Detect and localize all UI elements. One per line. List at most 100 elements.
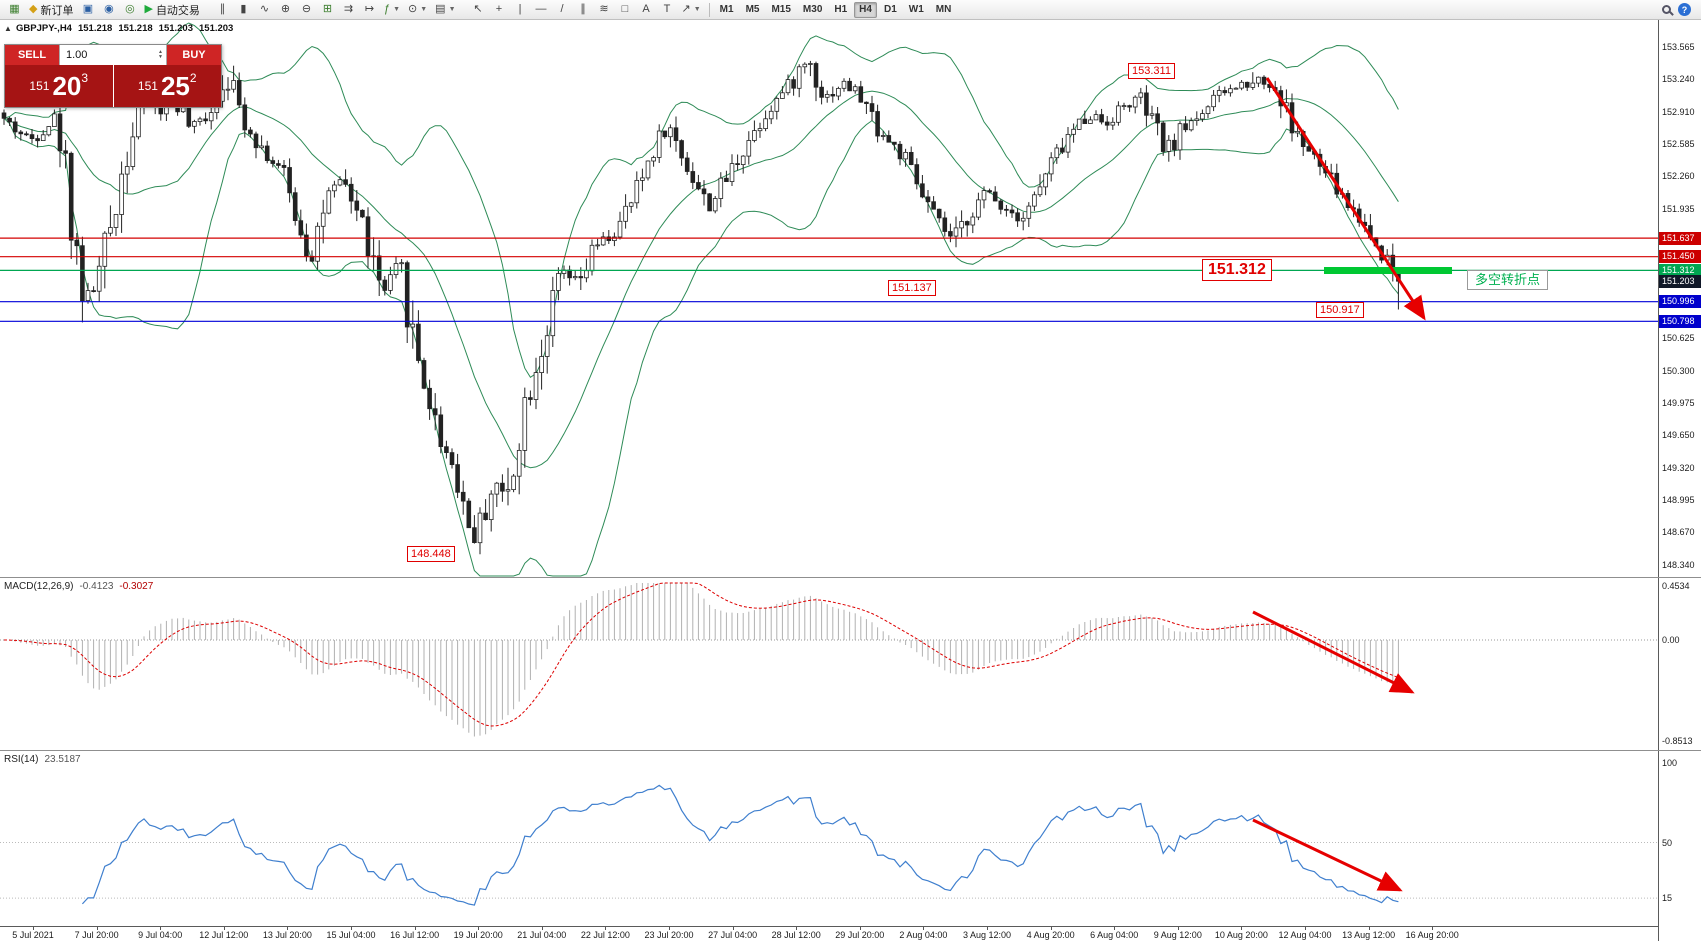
time-axis-label: 5 Jul 2021 — [12, 930, 54, 940]
trendline-icon[interactable]: / — [552, 1, 573, 18]
help-icon[interactable]: ? — [1678, 3, 1691, 16]
time-axis-label: 27 Jul 04:00 — [708, 930, 758, 940]
line-chart-icon[interactable]: ∿ — [254, 1, 275, 18]
shapes-icon[interactable]: □ — [615, 1, 636, 18]
chart-shift-icon[interactable]: ↦ — [359, 1, 380, 18]
period-M1-button[interactable]: M1 — [719, 4, 734, 15]
time-axis-label: 9 Aug 12:00 — [1153, 930, 1202, 940]
macd-axis-label: 0.4534 — [1662, 581, 1690, 592]
one-click-trading-toggle[interactable]: ▲ — [4, 24, 12, 33]
trendline-icon: / — [560, 3, 564, 15]
navigator-icon: ◎ — [125, 3, 135, 15]
macd-signal-line — [3, 582, 1399, 727]
time-axis-label: 12 Jul 12:00 — [199, 930, 249, 940]
sell-price-sup: 3 — [81, 71, 89, 85]
stepper-down-icon[interactable]: ▼ — [158, 54, 163, 60]
quote-open: 151.218 — [77, 23, 113, 34]
candlestick-chart-icon[interactable]: ▮ — [233, 1, 254, 18]
turning-point-bar[interactable] — [1324, 267, 1452, 274]
tile-windows-icon[interactable]: ⊞ — [317, 1, 338, 18]
bar-chart-icon[interactable]: ∥ — [212, 1, 233, 18]
search-icon[interactable] — [1662, 5, 1671, 14]
price-axis-label: 148.340 — [1662, 560, 1695, 570]
periods-icon[interactable]: ⊙ ▼ — [404, 1, 431, 18]
templates-icon[interactable]: ▤ ▼ — [431, 1, 459, 18]
rsi-value: 23.5187 — [44, 754, 81, 765]
price-label-low[interactable]: 150.917 — [1316, 302, 1364, 318]
navigator-icon[interactable]: ◎ — [119, 1, 140, 18]
arrows-icon[interactable]: ↗ ▼ — [678, 1, 705, 18]
period-H4-button[interactable]: H4 — [854, 1, 877, 18]
rsi-axis-label: 50 — [1662, 837, 1673, 848]
period-M30-button[interactable]: M30 — [802, 4, 823, 15]
price-axis-flag: 151.637 — [1659, 231, 1701, 245]
fibonacci-icon[interactable]: ≋ — [594, 1, 615, 18]
price-label-bottom[interactable]: 148.448 — [407, 546, 455, 562]
vertical-line-icon[interactable]: | — [510, 1, 531, 18]
time-axis-tick — [1177, 927, 1179, 930]
volume-stepper[interactable]: ▲ ▼ — [158, 50, 163, 60]
time-axis-label: 16 Aug 20:00 — [1405, 930, 1459, 940]
autotrading-button[interactable]: ▶ 自动交易 — [140, 1, 203, 18]
new-order-button[interactable]: ◆ 新订单 — [25, 1, 77, 18]
data-window-icon[interactable]: ◉ — [98, 1, 119, 18]
buy-price[interactable]: 151 25 2 — [113, 65, 221, 107]
crosshair-icon[interactable]: + — [489, 1, 510, 18]
price-axis-label: 148.670 — [1662, 527, 1695, 538]
text-label-icon[interactable]: T — [657, 1, 678, 18]
price-label-mid[interactable]: 151.137 — [888, 280, 936, 296]
time-axis-label: 19 Jul 20:00 — [453, 930, 503, 940]
volume-input[interactable]: 1.00 ▲ ▼ — [59, 45, 167, 65]
toolbar-separator — [708, 2, 710, 17]
text-icon[interactable]: A — [636, 1, 657, 18]
price-axis[interactable]: 153.565 153.240 152.910 152.585 152.260 151.9… — [1658, 20, 1701, 941]
horizontal-line-icon[interactable]: — — [531, 1, 552, 18]
chevron-down-icon: ▼ — [693, 6, 701, 13]
time-axis-label: 13 Aug 12:00 — [1342, 930, 1396, 940]
time-axis-tick — [351, 927, 352, 930]
turning-point-label[interactable]: 多空转折点 — [1467, 270, 1549, 290]
sell-price[interactable]: 151 20 3 — [5, 65, 113, 107]
time-axis-tick — [414, 927, 416, 930]
period-W1-button[interactable]: W1 — [908, 4, 924, 15]
tile-windows-icon: ⊞ — [322, 3, 333, 15]
new-chart-icon[interactable]: ▦ — [4, 1, 25, 18]
volume-value: 1.00 — [66, 49, 88, 61]
time-axis-label: 21 Jul 04:00 — [517, 930, 567, 940]
zoom-in-icon[interactable]: ⊕ — [275, 1, 296, 18]
zoom-out-icon[interactable]: ⊖ — [296, 1, 317, 18]
period-MN-button[interactable]: MN — [935, 4, 952, 15]
price-label-peak[interactable]: 153.311 — [1128, 63, 1175, 79]
time-axis-tick — [1050, 927, 1052, 930]
rsi-label: RSI(14) 23.5187 — [4, 754, 81, 765]
cursor-icon[interactable]: ↖ — [468, 1, 489, 18]
stepper-up-icon[interactable]: ▲ — [158, 49, 163, 55]
time-axis-tick — [478, 927, 480, 930]
period-M15-button[interactable]: M15 — [771, 4, 791, 15]
period-H1-button[interactable]: H1 — [834, 4, 848, 15]
buy-button[interactable]: BUY — [167, 45, 221, 65]
time-axis[interactable]: 5 Jul 2021 7 Jul 20:00 9 Jul 04:00 12 Jul 1… — [0, 926, 1659, 941]
time-axis-label: 16 Jul 12:00 — [390, 930, 440, 940]
chart-shift-icon: ↦ — [364, 3, 375, 15]
indicators-icon[interactable]: ƒ ▼ — [380, 1, 404, 18]
time-axis-label: 10 Aug 20:00 — [1214, 930, 1268, 940]
period-M5-button[interactable]: M5 — [745, 4, 760, 15]
sell-button[interactable]: SELL — [5, 45, 59, 65]
macd-label: MACD(12,26,9) -0.4123 -0.3027 — [4, 581, 153, 592]
time-axis-tick — [987, 927, 988, 930]
price-macd-separator[interactable] — [0, 577, 1701, 578]
channel-icon[interactable]: ∥ — [573, 1, 594, 18]
chevron-down-icon: ▼ — [393, 6, 400, 13]
horizontal-line-icon: — — [535, 3, 547, 15]
time-axis-tick — [1241, 927, 1243, 930]
period-D1-button[interactable]: D1 — [883, 4, 897, 15]
auto-scroll-icon[interactable]: ⇉ — [338, 1, 359, 18]
macd-rsi-separator[interactable] — [0, 750, 1701, 751]
arrows-icon: ↗ — [681, 3, 691, 15]
macd-axis-label: 0.00 — [1662, 635, 1680, 645]
time-axis-tick — [859, 927, 861, 930]
price-label-turn[interactable]: 151.312 — [1202, 259, 1272, 281]
market-watch-icon[interactable]: ▣ — [77, 1, 98, 18]
